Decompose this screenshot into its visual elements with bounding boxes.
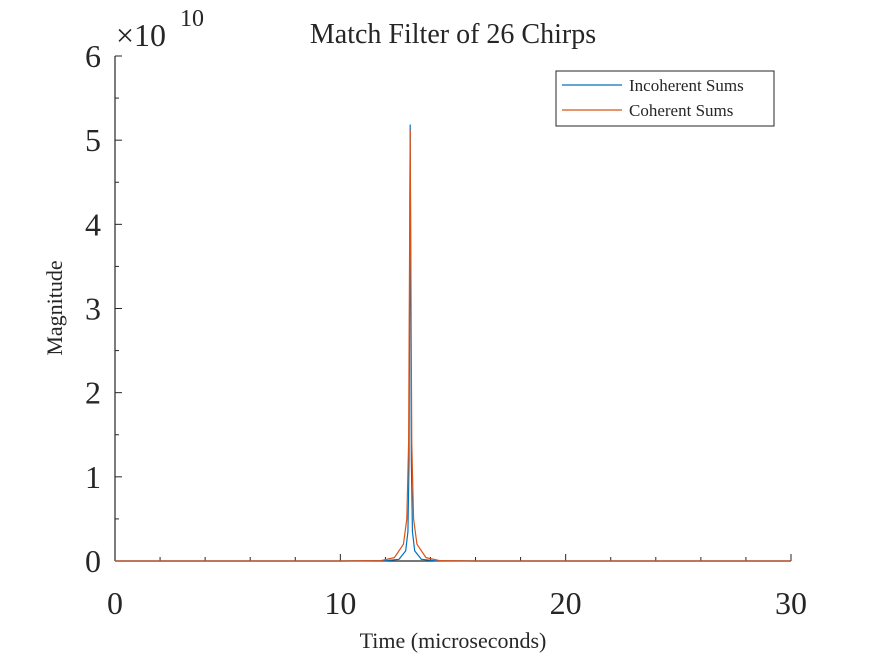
y-tick-label: 0: [85, 543, 101, 579]
y-axis-label: Magnitude: [42, 260, 67, 355]
y-tick-label: 5: [85, 122, 101, 158]
y-exponent-power: 10: [180, 6, 204, 32]
x-tick-label: 10: [324, 585, 356, 621]
axes: [114, 55, 792, 562]
y-tick-label: 6: [85, 38, 101, 74]
y-tick-label: 3: [85, 291, 101, 327]
y-tick-label: 2: [85, 375, 101, 411]
chart-title: Match Filter of 26 Chirps: [310, 19, 596, 50]
x-axis-label: Time (microseconds): [360, 628, 547, 653]
plot-lines: [115, 124, 791, 562]
legend-box: [555, 70, 775, 127]
series-line-0: [115, 124, 791, 562]
y-tick-label: 1: [85, 459, 101, 495]
y-exponent-base: ×10: [116, 17, 166, 53]
x-tick-label: 30: [775, 585, 807, 621]
legend: Incoherent Sums Coherent Sums: [555, 70, 775, 127]
y-tick-label: 4: [85, 206, 101, 242]
tick-labels: 0 10 20 30 0 1 2 3 4 5 6: [85, 38, 807, 621]
legend-label-incoherent: Incoherent Sums: [629, 76, 744, 95]
x-tick-label: 20: [550, 585, 582, 621]
x-tick-label: 0: [107, 585, 123, 621]
series-line-1: [115, 129, 791, 562]
legend-label-coherent: Coherent Sums: [629, 101, 733, 120]
